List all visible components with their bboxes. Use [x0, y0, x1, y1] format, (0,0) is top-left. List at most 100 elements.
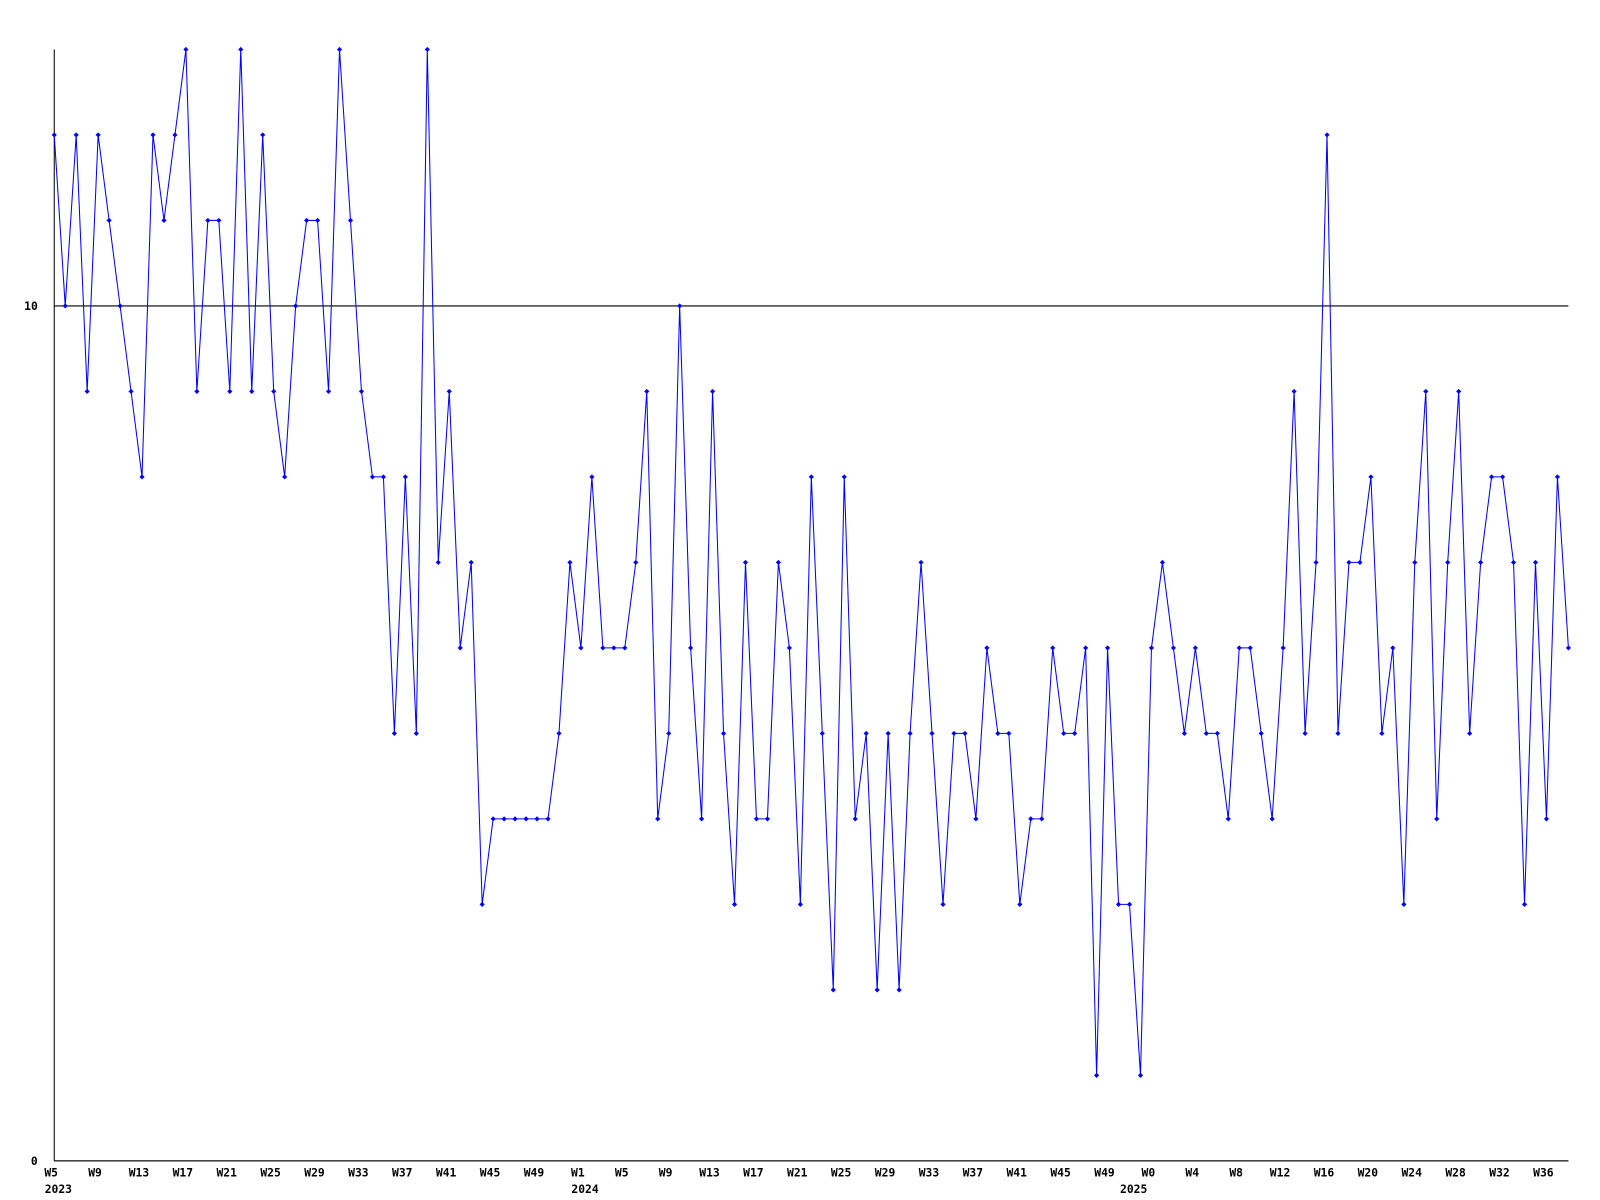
data-point [885, 730, 891, 736]
data-point [523, 816, 529, 822]
data-point [1050, 645, 1056, 651]
data-point [304, 217, 310, 224]
data-point [600, 645, 606, 651]
data-point [512, 816, 518, 822]
data-point [1028, 816, 1034, 822]
data-point [249, 388, 255, 394]
x-year-label: 2025 [1120, 1182, 1147, 1196]
data-point [260, 132, 266, 138]
data-line [53, 49, 1569, 1076]
data-point [534, 816, 540, 822]
data-point [1554, 474, 1561, 480]
x-tick-label: W37 [963, 1165, 983, 1179]
data-point [128, 388, 134, 394]
data-point [611, 645, 617, 651]
data-point [1006, 730, 1012, 736]
data-point [1368, 474, 1374, 480]
data-point [139, 474, 145, 480]
data-point [1203, 730, 1209, 736]
data-point [677, 303, 683, 309]
data-point [1521, 901, 1528, 907]
x-year-label: 2023 [45, 1182, 72, 1196]
data-point [940, 901, 946, 907]
data-point [1214, 730, 1220, 736]
data-point [710, 388, 716, 394]
data-point [1478, 559, 1484, 565]
data-point [84, 388, 90, 394]
data-point [293, 303, 299, 309]
data-point [1346, 559, 1352, 565]
x-tick-label: W25 [831, 1165, 852, 1179]
data-point [1390, 645, 1396, 651]
data-point [984, 645, 990, 651]
data-point [1412, 559, 1418, 565]
x-tick-label: W29 [304, 1165, 325, 1179]
data-point [435, 559, 441, 565]
data-point [391, 730, 397, 736]
data-point [150, 132, 156, 138]
data-point [742, 559, 749, 565]
data-point [1280, 645, 1286, 651]
data-point [1357, 559, 1363, 565]
x-tick-label: W41 [436, 1165, 457, 1179]
data-point [325, 388, 332, 394]
x-tick-label: W21 [216, 1165, 237, 1179]
data-point [194, 388, 200, 394]
x-tick-label: W20 [1358, 1165, 1379, 1179]
data-point [995, 730, 1001, 736]
y-tick-label: 10 [24, 299, 38, 313]
data-point [347, 217, 354, 224]
data-point [545, 816, 551, 822]
data-point [1324, 132, 1330, 138]
x-tick-label: W32 [1489, 1165, 1509, 1179]
data-point [1335, 730, 1341, 736]
data-point [1313, 559, 1319, 565]
data-point [1148, 645, 1155, 651]
data-point [216, 217, 222, 224]
x-tick-label: W28 [1445, 1165, 1466, 1179]
data-point [73, 132, 79, 138]
x-tick-label: W16 [1314, 1165, 1335, 1179]
data-point [95, 132, 101, 138]
data-point [830, 987, 836, 993]
data-point [1434, 816, 1440, 822]
data-point [622, 645, 628, 651]
data-point [589, 474, 595, 480]
data-point [786, 645, 792, 651]
data-point [1565, 645, 1571, 651]
data-point [578, 645, 584, 651]
x-tick-label: W45 [480, 1165, 501, 1179]
x-tick-label: W41 [1006, 1165, 1027, 1179]
data-point [852, 816, 858, 822]
data-point [1379, 730, 1385, 736]
data-point [479, 901, 485, 907]
data-point [1126, 901, 1133, 907]
data-point [1510, 559, 1517, 565]
x-tick-label: W17 [743, 1165, 763, 1179]
data-point [62, 303, 68, 309]
x-tick-label: W49 [524, 1165, 545, 1179]
data-point [951, 730, 957, 736]
data-point [1170, 645, 1176, 651]
data-point [1532, 559, 1539, 565]
data-point [666, 730, 672, 736]
data-point [918, 559, 924, 565]
data-point [775, 559, 781, 565]
data-point [238, 46, 244, 53]
x-tick-label: W9 [659, 1165, 673, 1179]
data-point [863, 730, 869, 736]
x-tick-label: W0 [1142, 1165, 1156, 1179]
data-point [819, 730, 825, 736]
data-point [117, 303, 123, 309]
x-tick-label: W1 [571, 1165, 585, 1179]
data-point [1489, 474, 1495, 480]
data-point [567, 559, 573, 565]
data-point [1291, 388, 1297, 394]
data-point [929, 730, 935, 736]
data-point [973, 816, 979, 822]
data-point [51, 132, 57, 138]
data-point [1423, 388, 1429, 394]
data-point [1039, 816, 1045, 822]
data-point [962, 730, 968, 736]
